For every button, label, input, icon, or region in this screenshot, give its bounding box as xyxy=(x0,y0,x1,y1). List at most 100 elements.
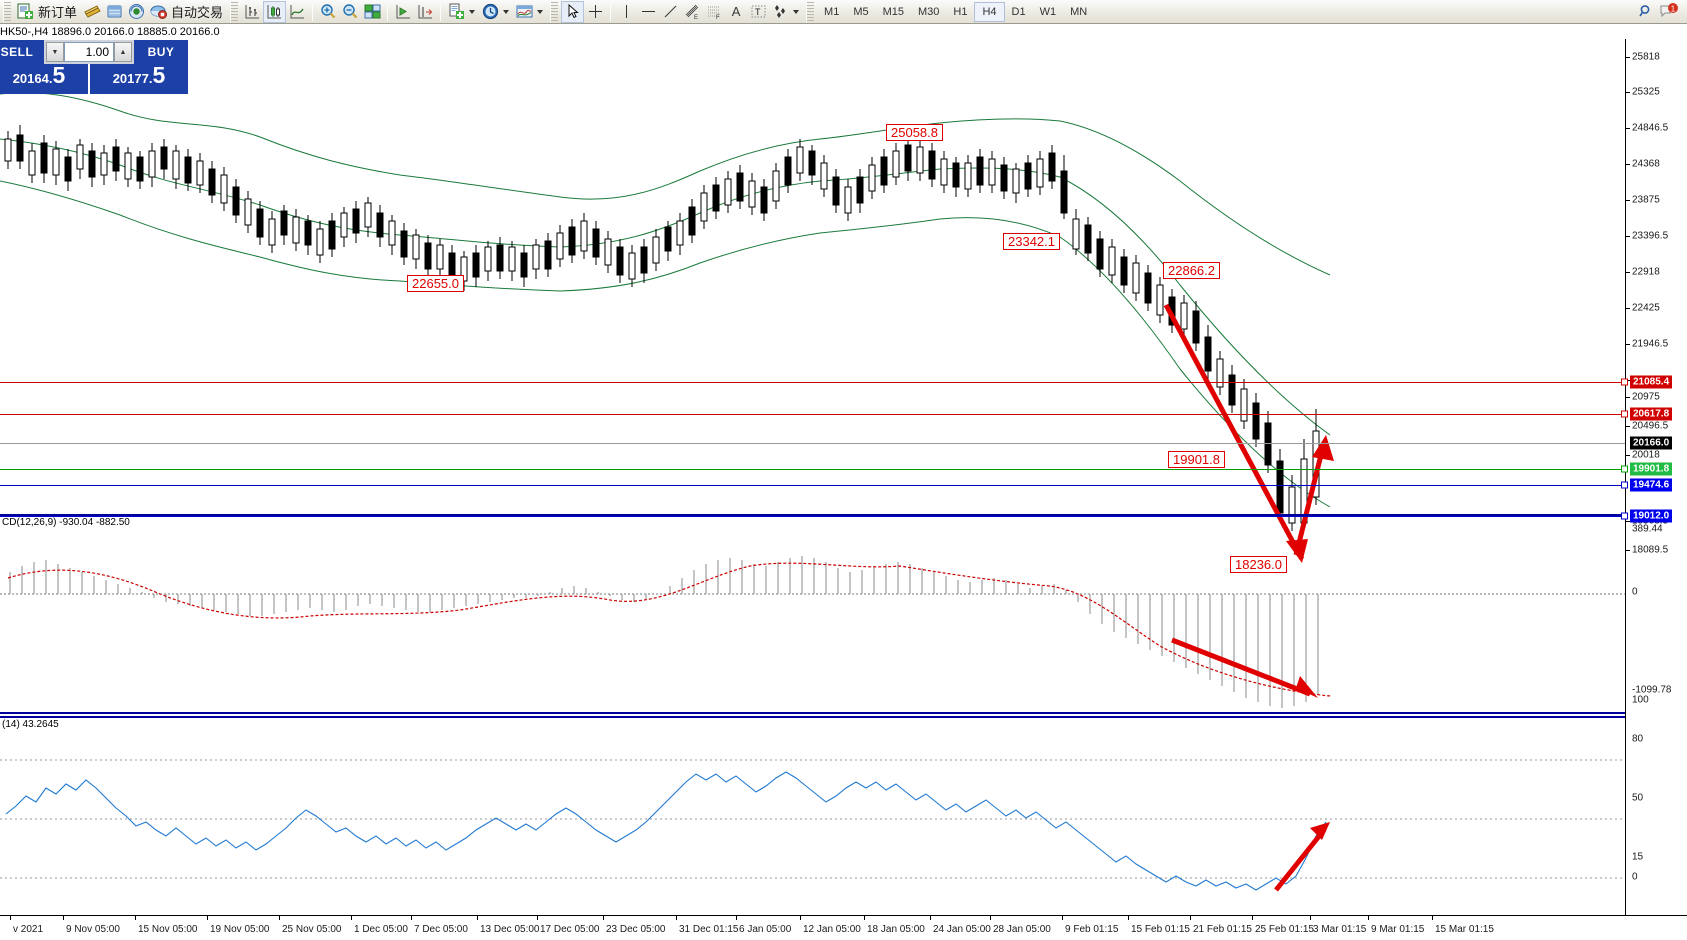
timeframe-m1[interactable]: M1 xyxy=(824,5,840,18)
toolbar-grip-1[interactable] xyxy=(3,1,11,22)
price-axis[interactable]: 25818 25325 24846.5 24368 23875 23396.5 … xyxy=(1621,39,1687,915)
toolbar-grip-4[interactable] xyxy=(806,1,815,22)
buy-button[interactable]: BUY xyxy=(147,45,175,59)
time-axis[interactable]: v 2021 9 Nov 05:00 15 Nov 05:00 19 Nov 05:0… xyxy=(0,915,1687,940)
text-label-icon[interactable]: T xyxy=(747,1,769,23)
horizontal-line-icon[interactable] xyxy=(637,1,659,23)
zoom-out-icon[interactable] xyxy=(339,1,361,23)
candlestick-chart-icon[interactable] xyxy=(263,0,287,23)
volume-increment-button[interactable]: ▲ xyxy=(114,42,132,62)
level-chip-stop-2[interactable]: 19012.0 xyxy=(1630,509,1673,523)
level-chip-stop-1[interactable]: 19474.6 xyxy=(1630,478,1673,492)
sell-button[interactable]: SELL xyxy=(0,45,34,59)
timeframe-m30[interactable]: M30 xyxy=(918,5,940,18)
fibonacci-icon[interactable]: F xyxy=(703,1,725,23)
search-icon[interactable] xyxy=(1635,1,1657,23)
sell-price[interactable]: 20164 . 5 xyxy=(0,64,88,94)
period-clock-icon[interactable] xyxy=(479,1,501,23)
new-order-icon[interactable] xyxy=(14,1,36,23)
timeframe-h4[interactable]: H4 xyxy=(974,1,1005,22)
time-tick-label: 15 Nov 05:00 xyxy=(138,924,198,935)
level-chip-ask[interactable]: 21085.4 xyxy=(1630,375,1673,389)
time-tick-label: 28 Jan 05:00 xyxy=(993,924,1051,935)
crosshair-icon[interactable] xyxy=(584,1,606,23)
macd-axis-max: 389.44 xyxy=(1632,523,1663,535)
level-line-stop-1 xyxy=(0,485,1625,486)
level-handle-stop-2[interactable] xyxy=(1621,512,1628,520)
auto-scroll-icon[interactable] xyxy=(414,1,436,23)
rsi-line xyxy=(5,771,1327,891)
price-tick-label: 22918 xyxy=(1632,266,1660,278)
tile-windows-icon[interactable] xyxy=(361,1,383,23)
volume-input[interactable]: 1.00 xyxy=(64,42,114,62)
time-tick xyxy=(351,916,352,920)
level-handle-bid[interactable] xyxy=(1621,410,1628,418)
toolbar-separator-1 xyxy=(312,2,314,21)
cursor-icon[interactable] xyxy=(561,0,585,23)
time-tick xyxy=(864,916,865,920)
level-line-ask xyxy=(0,382,1625,383)
vertical-line-icon[interactable] xyxy=(615,1,637,23)
zoom-in-icon[interactable] xyxy=(317,1,339,23)
price-pane[interactable]: 25058.8 23342.1 22866.2 22655.0 19901.8 … xyxy=(0,39,1625,573)
time-tick xyxy=(1190,916,1191,920)
balloon-19901[interactable]: 19901.8 xyxy=(1168,451,1225,468)
new-order-label[interactable]: 新订单 xyxy=(38,5,78,20)
text-icon[interactable]: A xyxy=(731,4,741,19)
line-chart-icon[interactable] xyxy=(286,1,308,23)
time-tick-label: 31 Dec 01:15 xyxy=(679,924,739,935)
level-chip-takeprofit[interactable]: 19901.8 xyxy=(1630,462,1673,476)
volume-stepper[interactable]: ▼ 1.00 ▲ xyxy=(44,40,134,64)
indicators-icon[interactable] xyxy=(513,1,535,23)
chart-canvas[interactable]: 25058.8 23342.1 22866.2 22655.0 19901.8 … xyxy=(0,39,1625,915)
bar-chart-icon[interactable] xyxy=(241,1,263,23)
templates-icon[interactable] xyxy=(445,1,467,23)
balloon-22866[interactable]: 22866.2 xyxy=(1163,262,1220,279)
time-tick xyxy=(279,916,280,920)
buy-price-pip: 5 xyxy=(152,64,166,88)
chart-shift-icon[interactable] xyxy=(392,1,414,23)
rsi-axis-15: 15 xyxy=(1632,851,1644,863)
templates-dropdown-caret[interactable] xyxy=(469,9,476,14)
level-handle-ask[interactable] xyxy=(1621,378,1628,386)
level-line-takeprofit xyxy=(0,469,1625,470)
timeframe-m5[interactable]: M5 xyxy=(853,5,869,18)
rsi-pane[interactable]: (14) 43.2645 xyxy=(0,716,1625,915)
navigator-icon[interactable] xyxy=(125,1,147,23)
level-handle-stop-1[interactable] xyxy=(1621,481,1628,489)
time-tick-label: 9 Nov 05:00 xyxy=(66,924,120,935)
balloon-22655[interactable]: 22655.0 xyxy=(407,275,464,292)
timeframe-mn[interactable]: MN xyxy=(1070,5,1088,18)
sell-price-dot: . xyxy=(48,71,53,86)
trend-line-icon[interactable] xyxy=(659,1,681,23)
timeframe-w1[interactable]: W1 xyxy=(1039,5,1057,18)
autotrade-label[interactable]: 自动交易 xyxy=(171,5,224,20)
shapes-dropdown-caret[interactable] xyxy=(793,9,800,14)
alert-count-text: 1 xyxy=(1671,4,1676,13)
buy-price[interactable]: 20177 . 5 xyxy=(90,64,188,94)
shapes-icon[interactable] xyxy=(769,1,791,23)
autotrade-icon[interactable] xyxy=(147,1,169,23)
balloon-18236[interactable]: 18236.0 xyxy=(1230,556,1287,573)
balloon-23342[interactable]: 23342.1 xyxy=(1003,233,1060,250)
price-tick xyxy=(1626,521,1630,522)
indicators-dropdown-caret[interactable] xyxy=(537,9,544,14)
macd-pane[interactable]: CD(12,26,9) -930.04 -882.50 xyxy=(0,514,1625,714)
balloon-25058[interactable]: 25058.8 xyxy=(886,124,943,141)
timeframe-d1[interactable]: D1 xyxy=(1011,5,1026,18)
one-click-trading-panel[interactable]: SELL ▼ 1.00 ▲ BUY 20164 . 5 20177 . 5 xyxy=(0,40,188,94)
level-chip-current-price: 20166.0 xyxy=(1630,436,1673,450)
timeframe-m15[interactable]: M15 xyxy=(882,5,904,18)
volume-decrement-button[interactable]: ▼ xyxy=(46,42,64,62)
period-dropdown-caret[interactable] xyxy=(503,9,510,14)
toolbar-grip-3[interactable] xyxy=(550,1,559,22)
level-chip-bid[interactable]: 20617.8 xyxy=(1630,407,1673,421)
toolbar-grip-2[interactable] xyxy=(230,1,239,22)
equidistant-channel-icon[interactable]: E xyxy=(681,1,703,23)
market-watch-icon[interactable] xyxy=(103,1,125,23)
gold-bar-icon[interactable] xyxy=(81,1,103,23)
trade-panel-price-row: 20164 . 5 20177 . 5 xyxy=(0,64,188,94)
level-handle-takeprofit[interactable] xyxy=(1621,465,1628,473)
alert-icon[interactable]: 1 xyxy=(1657,1,1681,23)
timeframe-h1[interactable]: H1 xyxy=(953,5,968,18)
